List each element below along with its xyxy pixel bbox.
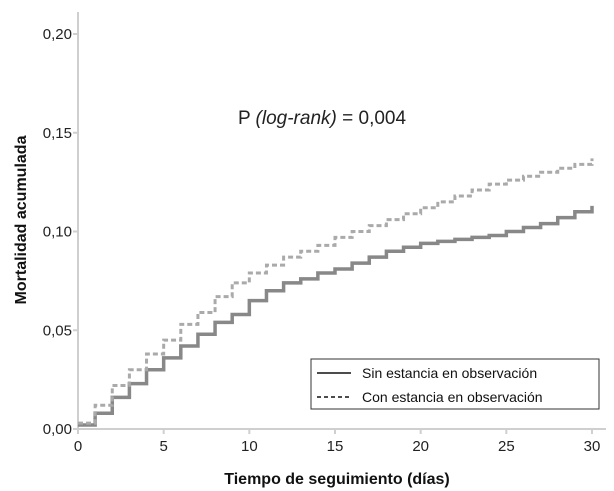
legend-label-con: Con estancia en observación (362, 389, 543, 405)
annotation-suffix: = 0,004 (337, 108, 407, 129)
legend: Sin estancia en observación Con estancia… (310, 358, 600, 410)
y-tick-label: 0,05 (43, 322, 72, 339)
x-tick-label: 15 (327, 438, 344, 455)
axes (77, 12, 606, 430)
x-tick-label: 20 (412, 438, 429, 455)
annotation-italic: (log-rank) (256, 108, 337, 129)
legend-label-sin: Sin estancia en observación (362, 365, 537, 381)
y-tick-label: 0,10 (43, 224, 72, 241)
x-tick-label: 25 (498, 438, 515, 455)
x-axis-label: Tiempo de seguimiento (días) (224, 471, 450, 488)
series-line-sin-estancia (78, 205, 594, 427)
annotation-prefix: P (238, 108, 256, 129)
x-tick-label: 5 (159, 438, 167, 455)
annotation-text: P (log-rank) = 0,004 (238, 108, 407, 129)
y-ticks: 0,00 0,05 0,10 0,15 0,20 (43, 26, 78, 438)
x-tick-label: 0 (74, 438, 82, 455)
x-tick-label: 10 (241, 438, 258, 455)
x-ticks: 0 5 10 15 20 25 30 (74, 429, 601, 455)
y-tick-label: 0,15 (43, 125, 72, 142)
legend-box (310, 358, 600, 410)
y-tick-label: 0,20 (43, 26, 72, 43)
y-axis-label: Mortalidad acumulada (13, 135, 30, 304)
x-tick-label: 30 (584, 438, 601, 455)
series-group (78, 158, 594, 427)
series-line-con-estancia (78, 158, 594, 425)
y-tick-label: 0,00 (43, 421, 72, 438)
